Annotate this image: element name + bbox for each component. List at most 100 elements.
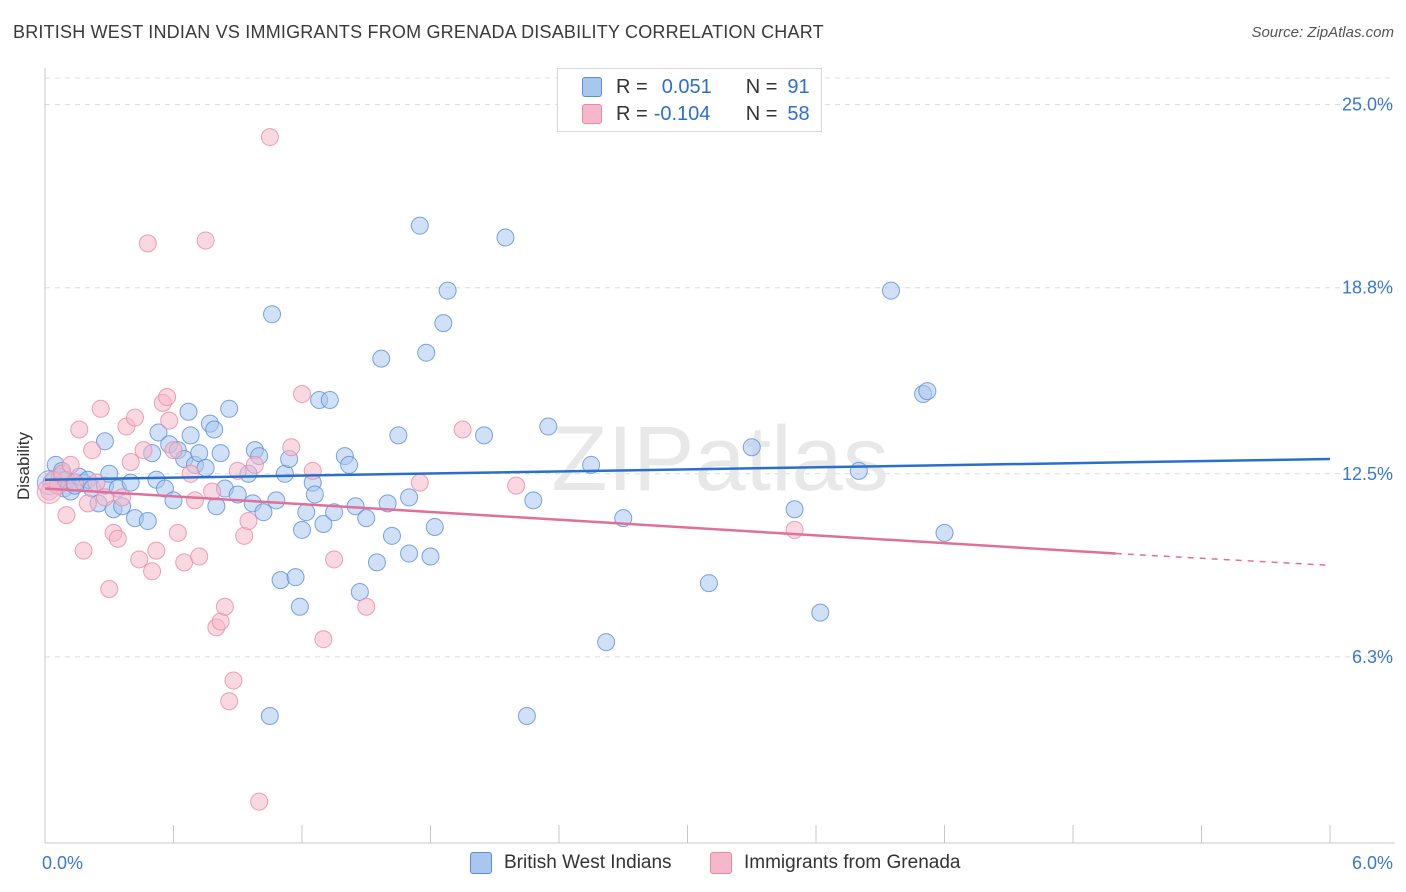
data-point-pink [245, 455, 264, 474]
data-point-pink [125, 408, 144, 427]
data-point-blue [367, 553, 386, 572]
data-point-pink [87, 473, 106, 492]
data-point-pink [181, 464, 200, 483]
legend-n-value-2: 58 [787, 102, 810, 125]
data-point-pink [138, 234, 157, 253]
data-point-pink [785, 520, 804, 539]
data-point-pink [91, 399, 110, 418]
data-point-pink [61, 455, 80, 474]
data-point-blue [378, 494, 397, 513]
data-point-blue [421, 547, 440, 566]
gridlines [45, 77, 1395, 658]
data-point-pink [175, 553, 194, 572]
data-point-blue [918, 382, 937, 401]
data-point-blue [400, 488, 419, 507]
data-point-blue [205, 420, 224, 439]
data-point-blue [699, 574, 718, 593]
data-point-blue [742, 438, 761, 457]
data-point-blue [496, 228, 515, 247]
data-point-pink [410, 473, 429, 492]
x-tick-label: 0.0% [42, 853, 83, 873]
data-point-pink [130, 550, 149, 569]
data-point-blue [400, 544, 419, 563]
data-point-pink [147, 541, 166, 560]
legend-swatch-pink [582, 104, 602, 124]
x-tick-label: 6.0% [1352, 853, 1393, 873]
data-point-pink [293, 385, 311, 404]
data-point-pink [158, 387, 177, 406]
data-point-blue [267, 491, 286, 510]
data-point-blue [211, 444, 230, 463]
data-point-pink [215, 597, 234, 616]
watermark: ZIPatlas [551, 408, 888, 510]
data-point-blue [220, 399, 239, 418]
data-point-pink [78, 494, 97, 513]
data-point-blue [286, 568, 305, 587]
data-point-blue [539, 417, 558, 436]
data-point-pink [196, 231, 215, 250]
y-tick-label: 6.3% [1352, 647, 1393, 667]
data-point-blue [357, 509, 376, 528]
data-point-pink [160, 411, 179, 430]
data-point-pink [65, 473, 84, 492]
data-point-pink [239, 512, 258, 531]
legend-r-value-2: -0.104 [653, 102, 711, 125]
data-point-blue [811, 603, 830, 622]
data-point-blue [196, 458, 215, 477]
data-point-pink [228, 461, 247, 480]
data-point-pink [143, 562, 162, 581]
data-point-blue [389, 426, 408, 445]
data-point-blue [597, 633, 616, 652]
bottom-legend-item-1: British West Indians [470, 852, 672, 874]
legend-n-label: N = [745, 102, 778, 125]
bottom-legend-item-2: Immigrants from Grenada [710, 852, 960, 874]
data-point-blue [320, 390, 339, 409]
data-point-pink [164, 441, 183, 460]
data-point-blue [417, 343, 436, 362]
data-point-blue [785, 500, 804, 519]
data-point-blue [179, 402, 198, 421]
data-point-pink [314, 630, 333, 649]
data-point-pink [74, 541, 93, 560]
data-point-blue [340, 455, 359, 474]
bottom-legend-swatch-pink [710, 852, 732, 874]
correlation-legend: R = 0.051 N = 91 R = -0.104 N = 58 [557, 68, 822, 132]
legend-n-value-1: 91 [787, 75, 810, 98]
data-point-blue [372, 349, 391, 368]
y-axis-label: Disability [14, 431, 33, 500]
trend-line-blue [44, 457, 1331, 481]
data-point-pink [100, 579, 119, 598]
data-point-blue [434, 314, 453, 333]
data-point-pink [113, 488, 132, 507]
data-point-blue [121, 473, 140, 492]
legend-r-label: R = [616, 75, 648, 98]
data-point-blue [95, 432, 114, 451]
data-point-pink [190, 547, 209, 566]
data-point-blue [438, 281, 457, 300]
data-point-blue [293, 520, 311, 539]
bottom-legend-label-2: Immigrants from Grenada [744, 852, 961, 873]
data-point-pink [83, 441, 102, 460]
data-point-pink [282, 438, 301, 457]
data-point-pink [453, 420, 472, 439]
data-point-blue [260, 706, 279, 725]
data-point-blue [181, 426, 200, 445]
trend-lines [44, 457, 1331, 567]
data-point-pink [108, 529, 127, 548]
data-point-blue [271, 571, 290, 590]
legend-row-2: R = -0.104 N = 58 [582, 102, 810, 126]
chart-title: BRITISH WEST INDIAN VS IMMIGRANTS FROM G… [13, 22, 824, 42]
data-point-blue [410, 216, 429, 235]
data-point-blue [517, 706, 536, 725]
data-point-blue [475, 426, 494, 445]
data-point-pink [325, 550, 344, 569]
data-point-pink [36, 479, 62, 505]
legend-row-1: R = 0.051 N = 91 [582, 75, 810, 99]
data-point-pink [134, 441, 153, 460]
series-immigrants-from-grenada [36, 128, 804, 811]
bottom-legend-swatch-blue [470, 852, 492, 874]
data-point-pink [203, 482, 222, 501]
data-point-pink [260, 128, 279, 147]
axes [44, 68, 1395, 844]
